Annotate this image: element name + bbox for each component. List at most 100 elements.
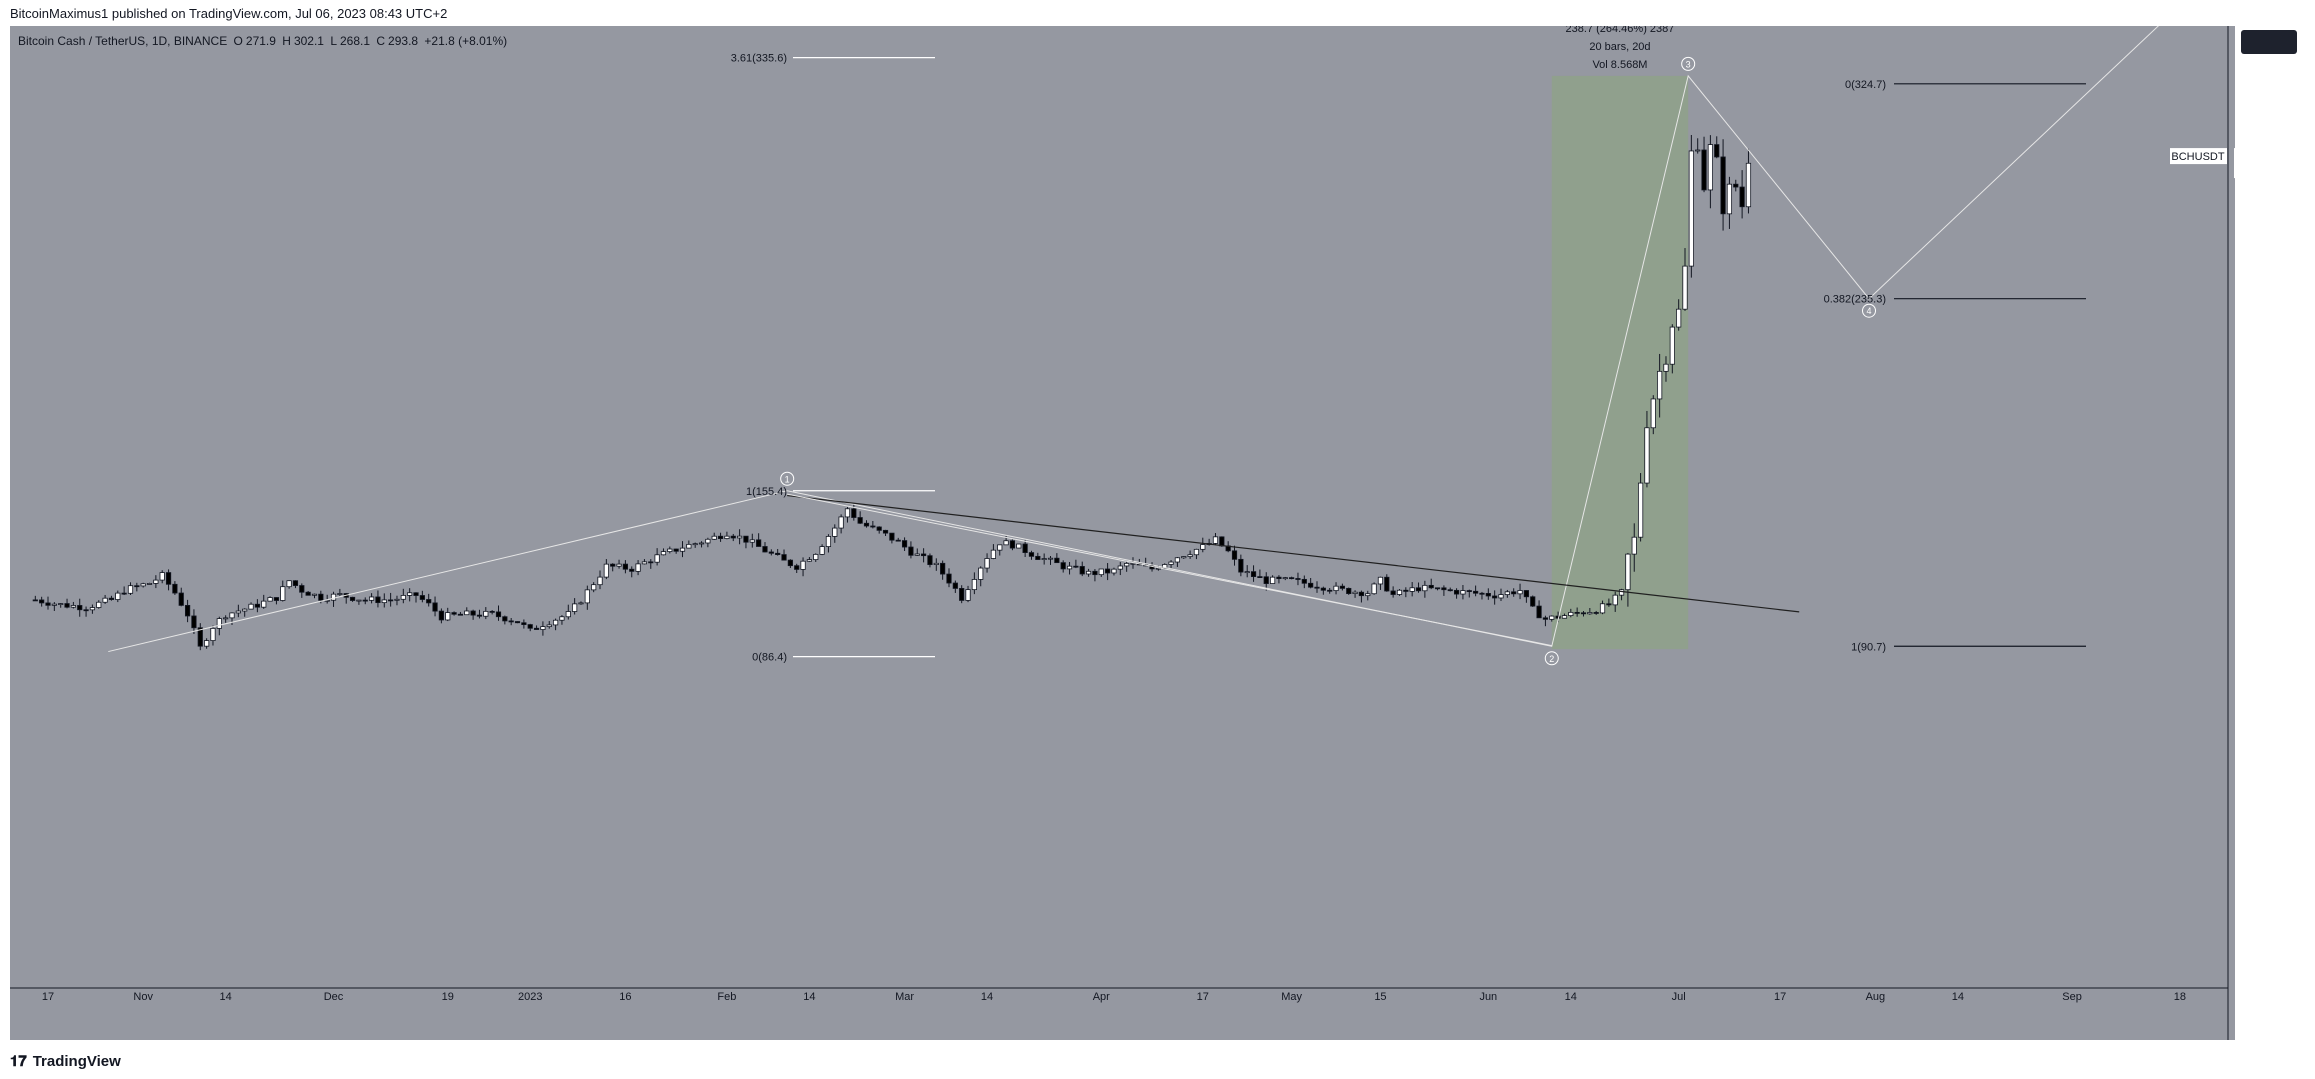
time-tick-label: 14 — [1952, 991, 1964, 1003]
candle — [1162, 564, 1168, 569]
candle — [1733, 183, 1739, 188]
candle — [1384, 576, 1390, 592]
candle — [1035, 555, 1041, 560]
change-value: +21.8 (+8.01%) — [424, 34, 508, 48]
candle — [1314, 586, 1320, 589]
chart-panel[interactable]: 238.7 (264.46%) 2387 20 bars, 20d Vol 8.56… — [10, 26, 2235, 1040]
candle — [489, 610, 495, 613]
candle — [362, 599, 368, 602]
candle — [1073, 565, 1079, 568]
descending-resistance-line[interactable] — [787, 494, 1800, 613]
candle — [914, 553, 920, 556]
time-tick-label: 17 — [1774, 991, 1786, 1003]
candle — [901, 540, 908, 548]
candle — [1295, 578, 1301, 580]
price-axis[interactable] — [2228, 26, 2235, 1040]
candle — [1282, 577, 1288, 580]
candle — [178, 592, 184, 606]
candle — [210, 627, 216, 641]
candle — [1066, 565, 1073, 570]
candle — [933, 562, 939, 565]
fib-level-label-right: 0.382(235.3) — [1824, 294, 1886, 306]
candle — [400, 595, 406, 600]
publisher-credit: BitcoinMaximus1 published on TradingView… — [10, 6, 448, 21]
candle — [1219, 536, 1225, 547]
candle — [546, 624, 552, 628]
candle — [851, 508, 857, 518]
candle — [781, 554, 787, 561]
tradingview-logo[interactable]: 𝟏𝟕 TradingView — [10, 1053, 121, 1070]
candle — [1257, 576, 1263, 578]
measure-label-volume: Vol 8.568M — [1592, 59, 1647, 71]
candle — [629, 568, 635, 572]
chart-toggle-button[interactable] — [2241, 30, 2297, 54]
candle — [1181, 556, 1187, 559]
candle — [1453, 589, 1460, 595]
channel-support-line[interactable] — [787, 493, 1552, 647]
wave-label-1: 1 — [785, 474, 790, 484]
candle — [1530, 596, 1536, 607]
candle — [616, 563, 622, 567]
low-label: L — [330, 34, 337, 48]
time-tick-label: Jul — [1672, 991, 1686, 1003]
candle — [1466, 590, 1472, 592]
candle — [1085, 570, 1092, 575]
candle — [724, 535, 730, 539]
candle — [1244, 571, 1250, 574]
candle — [1289, 577, 1295, 580]
candle — [483, 610, 489, 617]
candle — [115, 592, 121, 600]
candle — [1212, 536, 1219, 544]
candle — [146, 583, 153, 585]
symbol-tag-label: BCHUSDT — [2171, 151, 2224, 163]
time-tick-label: Feb — [717, 991, 736, 1003]
candle — [1580, 612, 1587, 615]
candle — [39, 599, 45, 604]
price-chart[interactable]: 238.7 (264.46%) 2387 20 bars, 20d Vol 8.56… — [10, 26, 2235, 1040]
candle — [1301, 578, 1307, 584]
candle — [1028, 552, 1035, 557]
candle — [1523, 590, 1529, 598]
symbol-legend: Bitcoin Cash / TetherUS, 1D, BINANCE O 27… — [18, 34, 510, 48]
candle — [762, 546, 768, 553]
candle — [1155, 567, 1161, 570]
candle — [51, 603, 57, 606]
candle — [1745, 162, 1752, 208]
candle — [32, 599, 38, 602]
candle — [1269, 576, 1276, 584]
candle — [394, 598, 400, 601]
candle — [1485, 593, 1491, 597]
candle — [261, 600, 267, 608]
wave-label-3: 3 — [1686, 59, 1691, 69]
candle — [654, 554, 660, 563]
candle — [70, 605, 76, 608]
candle — [1124, 562, 1130, 567]
candle — [1498, 594, 1504, 599]
candle — [578, 602, 584, 605]
elliott-wave-path[interactable] — [108, 26, 2176, 653]
candle — [756, 539, 762, 547]
time-tick-label: 15 — [1374, 991, 1386, 1003]
fib-level-label-left: 0(86.4) — [752, 652, 787, 664]
time-tick-label: Mar — [895, 991, 914, 1003]
candle — [1587, 612, 1593, 615]
high-value: 302.1 — [293, 34, 324, 48]
candle — [349, 596, 356, 601]
candle — [622, 563, 628, 570]
candle — [1739, 186, 1745, 208]
candle — [108, 597, 115, 600]
fib-level-label-right: 0(324.7) — [1845, 79, 1886, 91]
open-value: 271.9 — [245, 34, 276, 48]
candle — [254, 603, 260, 608]
candle — [591, 584, 597, 591]
candle — [1428, 584, 1434, 589]
candle — [1479, 592, 1485, 595]
candle — [1396, 589, 1403, 595]
footer: 𝟏𝟕 TradingView — [0, 1040, 2315, 1079]
candle — [184, 604, 191, 617]
candle — [1599, 603, 1606, 614]
candle — [844, 508, 851, 518]
candle — [1333, 585, 1339, 592]
candle — [1682, 265, 1688, 310]
candle — [292, 580, 299, 586]
